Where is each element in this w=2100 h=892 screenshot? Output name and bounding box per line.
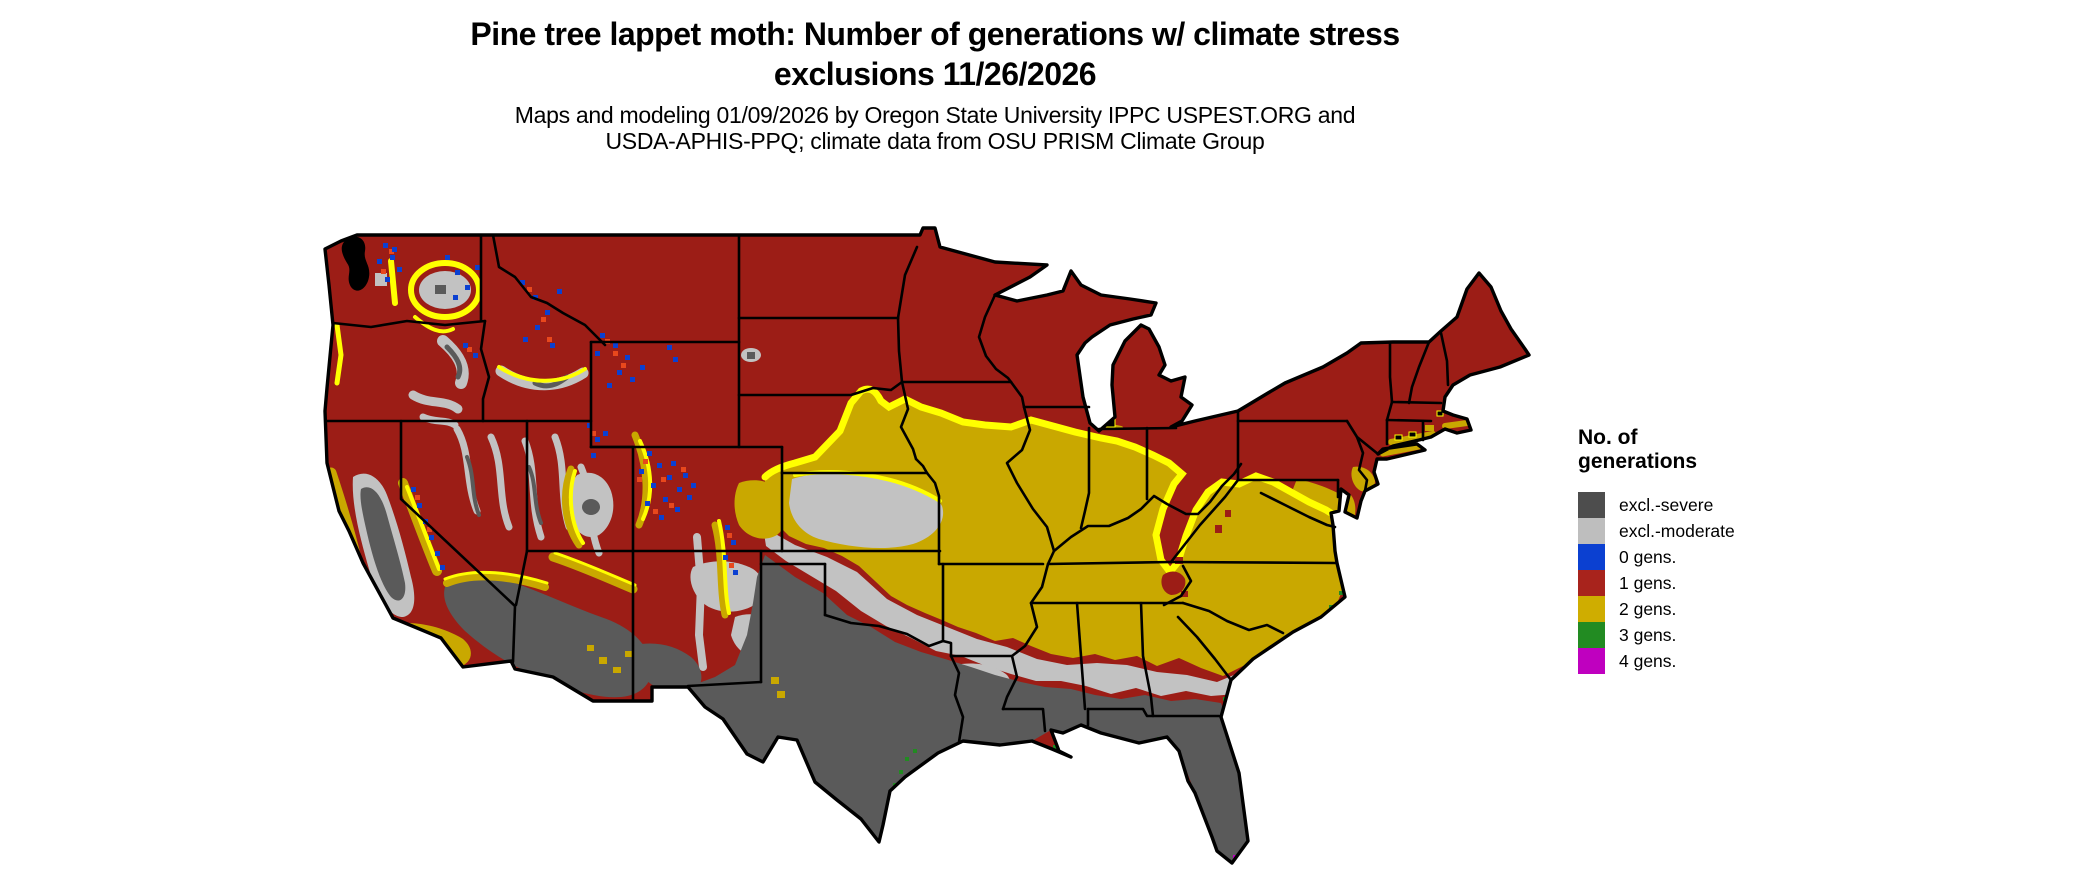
us-map-svg [323,226,1531,865]
legend-item-0-gens: 0 gens. [1578,544,1818,570]
legend-swatch-3-gens [1578,622,1605,648]
state-boundaries [325,233,1450,744]
map-raster-layers [325,228,1529,863]
subtitle-line-2: USDA-APHIS-PPQ; climate data from OSU PR… [605,128,1265,154]
legend-items: excl.-severe excl.-moderate 0 gens. 1 ge… [1578,492,1818,674]
legend-item-4-gens: 4 gens. [1578,648,1818,674]
legend-item-2-gens: 2 gens. [1578,596,1818,622]
legend-label-0-gens: 0 gens. [1619,546,1677,567]
title-line-2: exclusions 11/26/2026 [773,56,1097,92]
map-legend: No. of generations excl.-severe excl.-mo… [1578,426,1818,674]
legend-title: No. of generations [1578,426,1698,473]
title-line-1: Pine tree lappet moth: Number of generat… [470,16,1400,52]
legend-swatch-excl-severe [1578,492,1605,518]
region-exclusion-severe [360,285,1248,863]
legend-label-excl-moderate: excl.-moderate [1619,520,1735,541]
puget-sound-water [341,236,370,291]
legend-swatch-0-gens [1578,544,1605,570]
legend-label-4-gens: 4 gens. [1619,650,1677,671]
legend-swatch-2-gens [1578,596,1605,622]
legend-item-excl-moderate: excl.-moderate [1578,518,1818,544]
legend-swatch-excl-moderate [1578,518,1605,544]
subtitle-line-1: Maps and modeling 01/09/2026 by Oregon S… [514,102,1356,128]
legend-item-excl-severe: excl.-severe [1578,492,1818,518]
mountain-orange-speckles [381,249,734,568]
legend-swatch-1-gens [1578,570,1605,596]
legend-label-1-gens: 1 gens. [1619,572,1677,593]
legend-label-3-gens: 3 gens. [1619,624,1677,645]
page-subtitle: Maps and modeling 01/09/2026 by Oregon S… [85,102,1785,154]
legend-swatch-4-gens [1578,648,1605,674]
us-generations-map [295,225,1545,885]
legend-item-3-gens: 3 gens. [1578,622,1818,648]
region-appalachian-red-patches [1161,510,1231,597]
legend-item-1-gens: 1 gens. [1578,570,1818,596]
region-two-generations-band [765,389,1344,676]
region-four-generations-speckles [879,837,1251,859]
legend-label-2-gens: 2 gens. [1619,598,1677,619]
legend-label-excl-severe: excl.-severe [1619,494,1714,515]
region-zero-generations-speckles [377,243,738,575]
page-title: Pine tree lappet moth: Number of generat… [85,14,1785,94]
